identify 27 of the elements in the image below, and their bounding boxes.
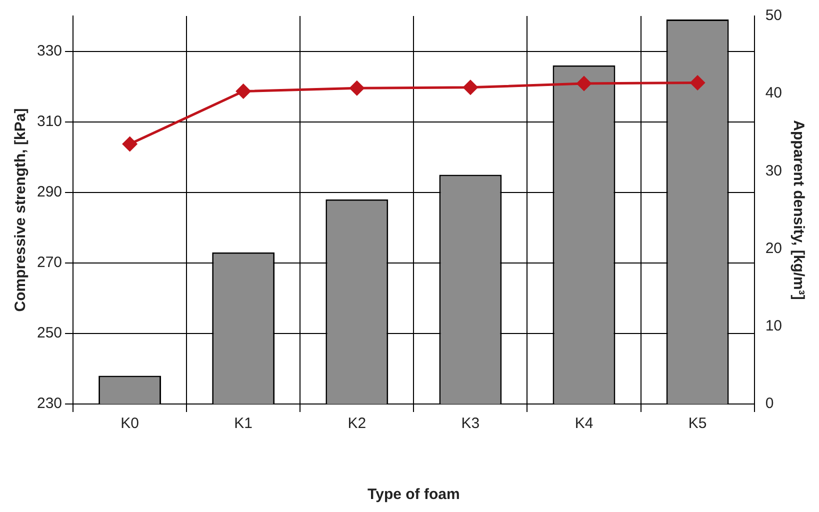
y2-tick-label: 50	[765, 7, 782, 24]
y-tick-label: 290	[36, 184, 62, 201]
point	[576, 76, 592, 91]
y-tick-label: 310	[36, 112, 62, 130]
point	[690, 75, 705, 90]
point	[350, 80, 364, 96]
x-tick-label: K5	[688, 415, 707, 432]
y-tick-label: 250	[36, 324, 62, 342]
point	[122, 136, 138, 152]
y2-tick-label: 10	[765, 318, 782, 335]
y2-tick-label: 20	[765, 240, 782, 257]
x-tick-label: K4	[574, 415, 594, 432]
y-axis-title: Compressive strength, [kPa]	[12, 108, 30, 312]
y2-tick-label: 0	[765, 395, 774, 412]
x-tick-label: K2	[348, 415, 366, 432]
x-axis-title: Type of foam	[368, 486, 460, 504]
x-tick-label: K1	[234, 415, 253, 432]
x-tick-label: K3	[461, 415, 480, 432]
x-tick-label: K0	[120, 415, 139, 432]
y-tick-label: 270	[36, 254, 62, 272]
y-tick-label: 230	[36, 395, 62, 412]
point	[236, 84, 251, 99]
y2-tick-label: 30	[765, 162, 782, 180]
point	[463, 80, 478, 95]
y2-tick-label: 40	[765, 84, 782, 102]
y-tick-label: 330	[36, 42, 62, 60]
y2-axis-title: Apparent density, [kg/m³]	[790, 120, 807, 300]
